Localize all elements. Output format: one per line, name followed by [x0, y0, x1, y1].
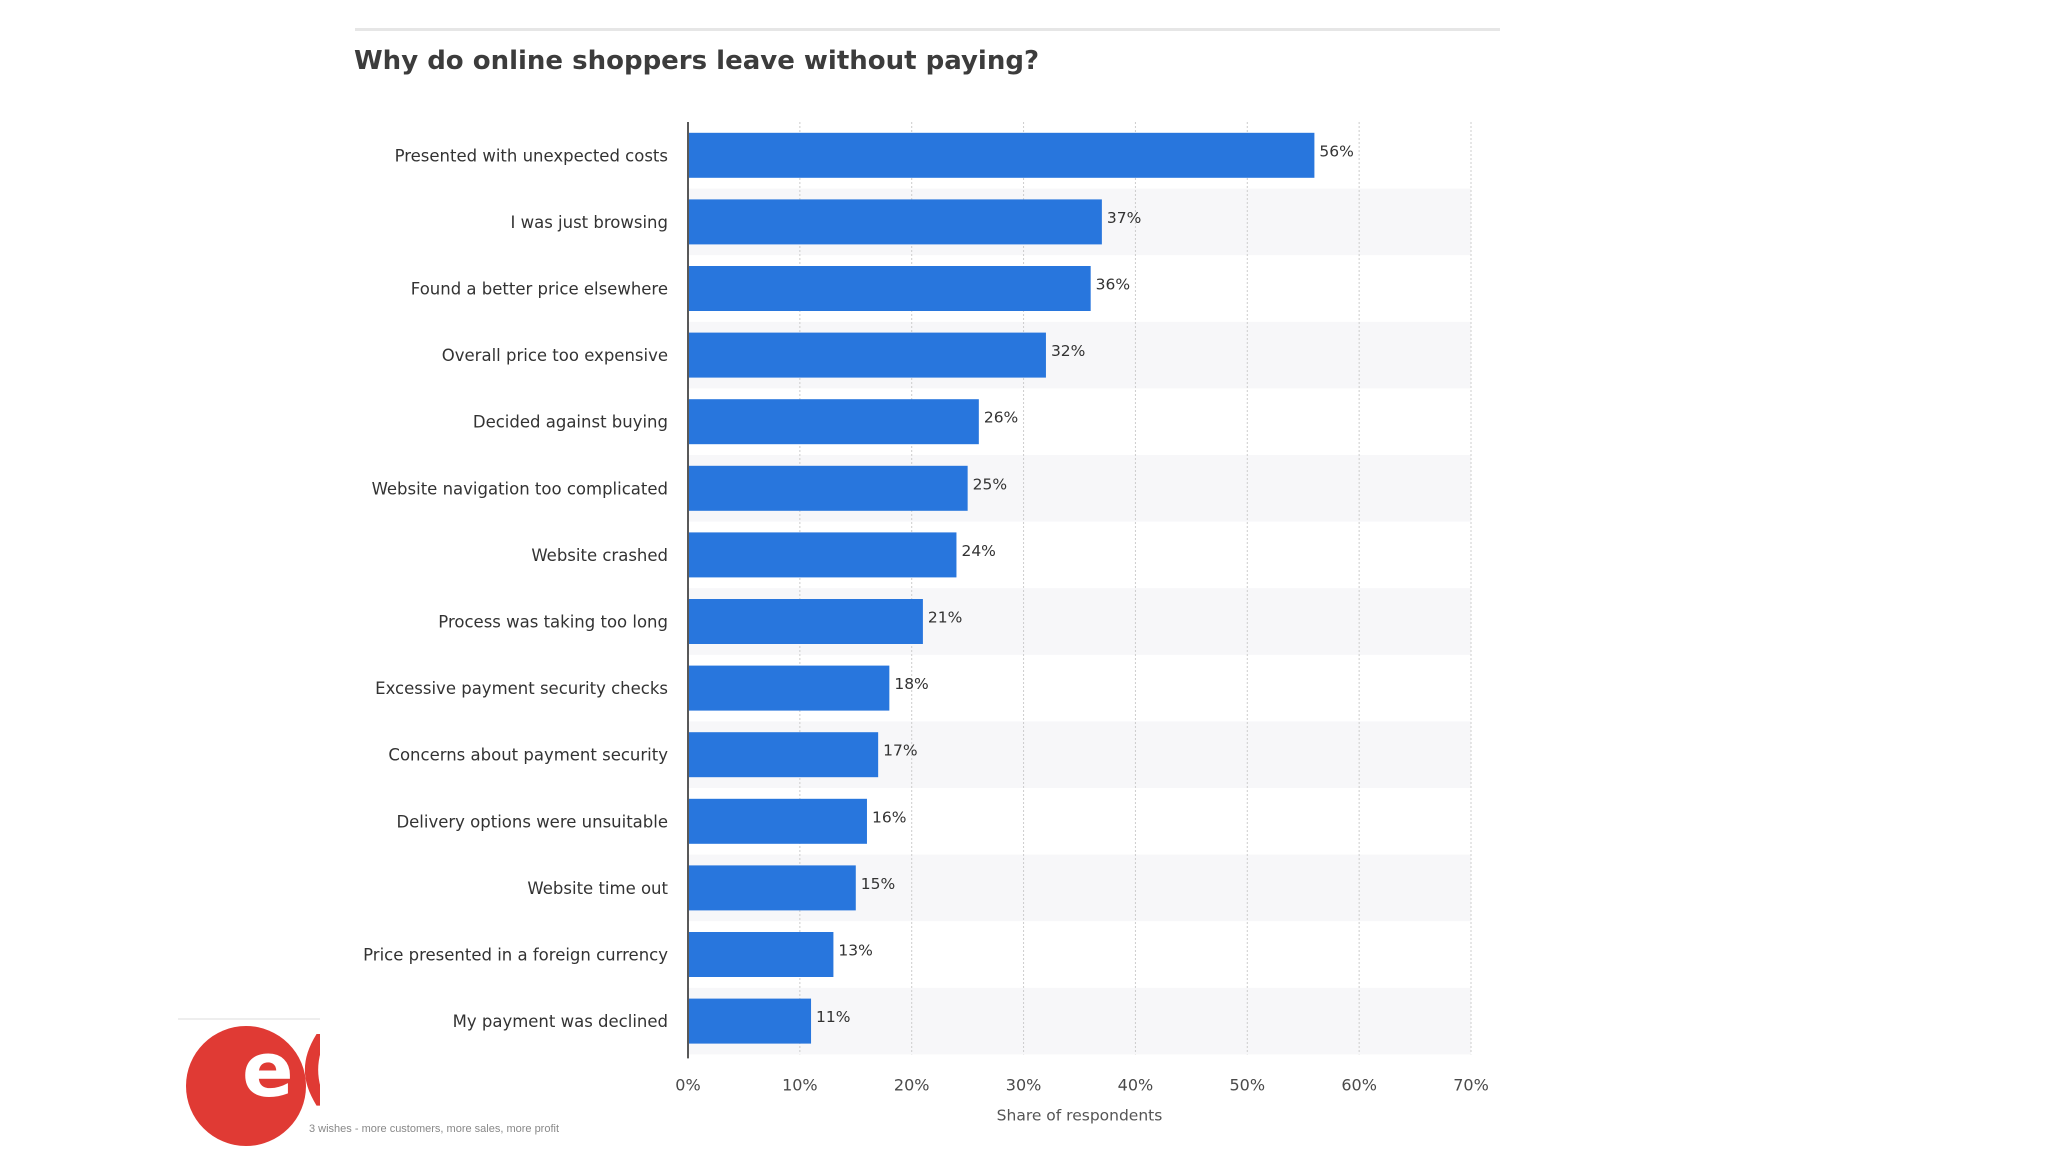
data-label: 15%	[861, 875, 895, 893]
x-axis-title: Share of respondents	[997, 1106, 1163, 1124]
category-label: Excessive payment security checks	[375, 679, 668, 698]
category-label: My payment was declined	[453, 1012, 668, 1031]
data-label: 26%	[984, 409, 1018, 427]
data-label: 36%	[1096, 276, 1130, 294]
x-tick-label: 70%	[1453, 1075, 1489, 1094]
bar	[689, 998, 812, 1044]
category-label: Process was taking too long	[438, 613, 668, 632]
x-tick-label: 50%	[1230, 1075, 1266, 1094]
data-label: 13%	[838, 942, 872, 960]
data-label: 16%	[872, 808, 906, 826]
bar	[689, 399, 979, 445]
data-label: 37%	[1107, 209, 1141, 227]
x-tick-label: 40%	[1118, 1075, 1154, 1094]
category-label: Delivery options were unsuitable	[396, 812, 668, 831]
logo-circle-icon	[186, 1026, 306, 1146]
brand-tagline: 3 wishes - more customers, more sales, m…	[309, 1123, 560, 1135]
x-tick-label: 30%	[1006, 1075, 1042, 1094]
data-label: 32%	[1051, 342, 1085, 360]
data-label: 17%	[883, 742, 917, 760]
data-label: 25%	[973, 475, 1007, 493]
x-tick-label: 0%	[675, 1075, 700, 1094]
bar	[689, 932, 834, 977]
bar	[689, 732, 879, 778]
category-label: Price presented in a foreign currency	[363, 946, 668, 965]
brand-logo: e (	[178, 1018, 320, 1146]
x-tick-label: 20%	[894, 1075, 930, 1094]
bar	[689, 465, 968, 511]
data-label: 18%	[894, 675, 928, 693]
bar	[689, 665, 890, 711]
category-label: Decided against buying	[473, 413, 668, 432]
bar	[689, 132, 1315, 178]
bar	[689, 266, 1091, 311]
bar	[689, 532, 957, 578]
data-label: 21%	[928, 609, 962, 627]
logo-letter-partial: (	[298, 1028, 320, 1108]
x-tick-label: 10%	[782, 1075, 818, 1094]
top-divider	[355, 28, 1500, 31]
bar	[689, 199, 1102, 245]
data-label: 56%	[1319, 142, 1353, 160]
x-tick-label: 60%	[1341, 1075, 1377, 1094]
bar	[689, 599, 923, 644]
category-label: Website crashed	[531, 546, 668, 565]
category-label: I was just browsing	[510, 213, 668, 232]
category-label: Website time out	[527, 879, 668, 898]
category-label: Presented with unexpected costs	[395, 146, 668, 165]
row-band	[688, 987, 1471, 1055]
category-label: Concerns about payment security	[388, 746, 668, 765]
bar	[689, 332, 1046, 378]
logo-divider	[178, 1018, 320, 1020]
category-label: Website navigation too complicated	[372, 479, 668, 498]
chart-title: Why do online shoppers leave without pay…	[354, 46, 1040, 76]
data-label: 11%	[816, 1008, 850, 1026]
category-label: Found a better price elsewhere	[411, 280, 668, 299]
logo-letter: e	[242, 1025, 294, 1114]
bar	[689, 798, 867, 844]
data-label: 24%	[961, 542, 995, 560]
category-label: Overall price too expensive	[442, 346, 668, 365]
bar	[689, 865, 856, 911]
